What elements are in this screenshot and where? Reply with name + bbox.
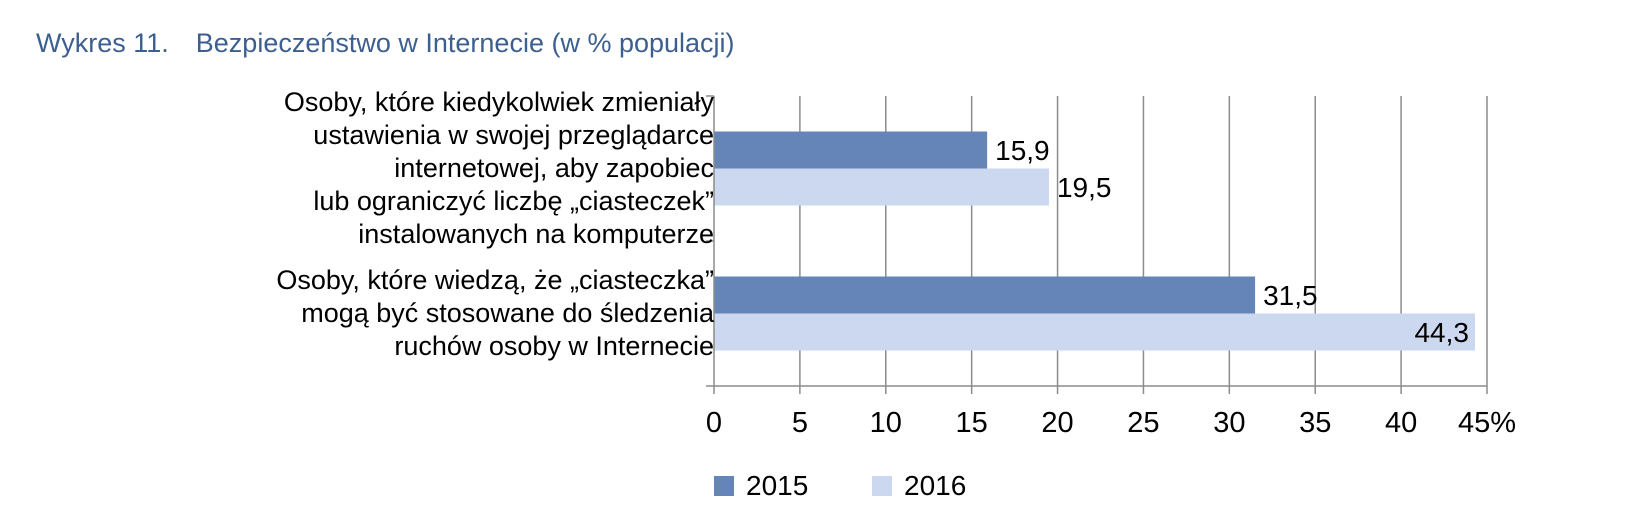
x-tick-label: 40	[1385, 407, 1417, 439]
legend-swatch	[714, 476, 734, 496]
data-label: 15,9	[995, 135, 1050, 166]
x-tick-label: 15	[956, 407, 988, 439]
data-label: 19,5	[1057, 172, 1112, 203]
category-label: Osoby, które wiedzą, że „ciasteczka” mog…	[276, 265, 714, 361]
x-tick-label: 10	[870, 407, 902, 439]
x-tick-label: 30	[1213, 407, 1245, 439]
legend-label: 2016	[904, 470, 967, 501]
x-tick-label: 20	[1041, 407, 1073, 439]
x-tick-label: 35	[1299, 407, 1331, 439]
x-tick-label: 5	[792, 407, 808, 439]
x-tick-label: 0	[706, 407, 722, 439]
bar-2015-2	[714, 276, 1256, 314]
data-label: 31,5	[1263, 280, 1318, 311]
legend-label: 2015	[746, 470, 809, 501]
bar-2015-1	[714, 131, 988, 169]
data-label: 44,3	[1414, 317, 1469, 348]
legend-item-2016: 2016	[872, 470, 966, 502]
bar-2016-2	[714, 313, 1475, 351]
bar-2016-1	[714, 168, 1049, 206]
category-label: Osoby, które kiedykolwiek zmieniały usta…	[283, 87, 714, 249]
legend-swatch	[872, 476, 892, 496]
x-tick-label: 45%	[1458, 407, 1516, 439]
legend-item-2015: 2015	[714, 470, 808, 502]
chart-title: Wykres 11. Bezpieczeństwo w Internecie (…	[36, 28, 735, 58]
x-tick-label: 25	[1127, 407, 1159, 439]
